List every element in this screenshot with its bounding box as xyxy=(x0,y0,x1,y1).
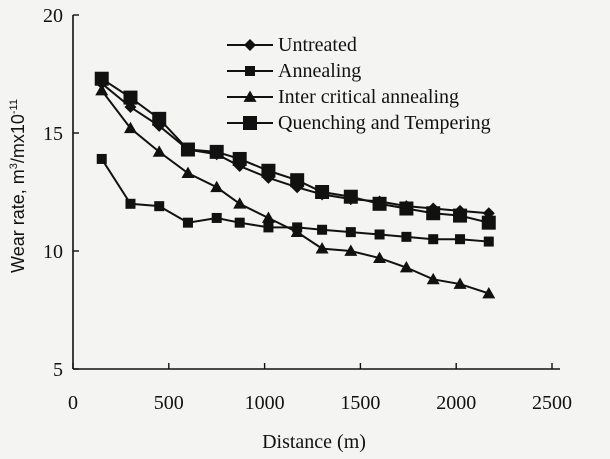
data-point xyxy=(428,234,439,245)
data-point xyxy=(315,185,330,199)
y-tick-label: 5 xyxy=(53,359,63,381)
series-layer xyxy=(94,71,496,299)
data-point xyxy=(453,277,467,289)
data-point xyxy=(154,201,165,212)
y-tick-label: 20 xyxy=(43,5,63,27)
y-axis-title: Wear rate, m3/mx10-11 xyxy=(8,99,28,273)
data-point xyxy=(483,236,494,247)
x-tick-label: 2000 xyxy=(436,392,476,414)
data-point xyxy=(401,231,412,242)
data-point xyxy=(453,208,468,223)
series-3 xyxy=(94,71,496,230)
y-tick-label: 10 xyxy=(43,241,63,263)
y-axis-title-mid: /mx10 xyxy=(8,114,28,163)
data-point xyxy=(343,189,358,204)
legend-marker xyxy=(244,39,256,51)
data-point xyxy=(180,142,195,157)
data-point xyxy=(345,227,356,238)
data-point xyxy=(152,111,167,126)
data-point xyxy=(152,145,166,157)
data-point xyxy=(123,90,138,105)
data-point xyxy=(95,84,109,96)
legend-label: Quenching and Tempering xyxy=(278,112,491,134)
legend-label: Untreated xyxy=(278,34,357,56)
data-point xyxy=(374,229,385,240)
x-axis-title: Distance (m) xyxy=(262,431,366,453)
data-point xyxy=(315,242,329,254)
legend-marker xyxy=(243,90,257,102)
data-point xyxy=(96,153,107,164)
data-point xyxy=(290,173,305,188)
data-point xyxy=(210,180,224,193)
data-point xyxy=(373,251,387,263)
y-axis-title-sup1: 3 xyxy=(8,163,20,169)
data-point xyxy=(455,234,466,245)
legend-item: Inter critical annealing xyxy=(227,86,459,108)
data-point xyxy=(261,163,276,178)
y-axis-title-sup2: -11 xyxy=(8,99,20,114)
data-point xyxy=(372,196,387,211)
data-point xyxy=(263,222,274,233)
data-point xyxy=(233,197,247,209)
data-point xyxy=(399,201,414,216)
data-point xyxy=(232,151,247,166)
data-point xyxy=(209,144,224,159)
data-point xyxy=(123,121,137,134)
x-tick-label: 2500 xyxy=(532,392,572,414)
data-point xyxy=(211,212,222,223)
series-2 xyxy=(95,84,496,299)
legend-marker xyxy=(243,116,257,130)
data-point xyxy=(399,261,413,273)
legend: Untreated Annealing Inter critical anneali… xyxy=(227,34,491,134)
data-point xyxy=(125,198,136,209)
data-point xyxy=(426,206,441,221)
legend-label: Inter critical annealing xyxy=(278,86,459,108)
data-point xyxy=(482,286,496,299)
y-tick-label: 15 xyxy=(43,123,63,145)
legend-marker xyxy=(245,66,255,76)
data-point xyxy=(261,211,275,223)
legend-item: Quenching and Tempering xyxy=(227,112,491,134)
x-tick-label: 1000 xyxy=(245,392,285,414)
legend-label: Annealing xyxy=(278,60,361,82)
data-point xyxy=(94,71,109,86)
data-point xyxy=(181,166,195,178)
x-tick-label: 1500 xyxy=(340,392,380,414)
ticks: 0 500 1000 1500 2000 2500 5 10 15 20 xyxy=(43,5,572,414)
data-point xyxy=(317,224,328,235)
x-tick-label: 0 xyxy=(68,392,78,414)
axes xyxy=(72,15,560,370)
data-point xyxy=(234,217,245,228)
data-point xyxy=(344,244,358,256)
legend-item: Annealing xyxy=(227,60,361,82)
data-point xyxy=(426,272,440,285)
legend-item: Untreated xyxy=(227,34,357,56)
y-axis-title-base: Wear rate, m xyxy=(8,169,28,273)
x-tick-label: 500 xyxy=(154,392,184,414)
data-point xyxy=(290,225,304,237)
data-point xyxy=(182,217,193,228)
data-point xyxy=(481,215,496,230)
